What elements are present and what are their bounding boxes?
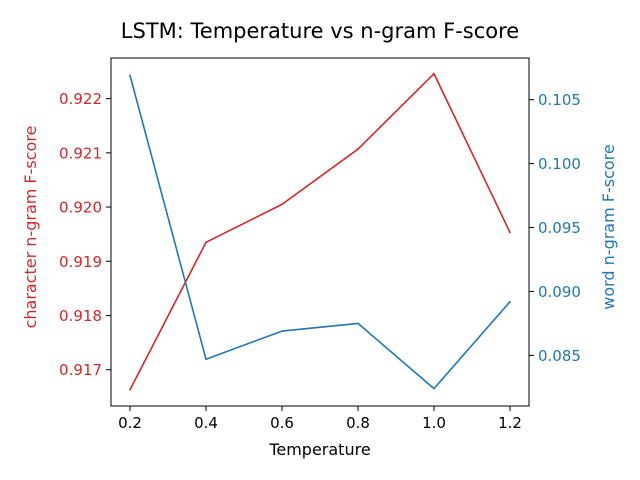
data-point-word [509,300,511,303]
x-tick-label: 0.6 [270,414,294,432]
x-tick-label: 0.2 [118,414,142,432]
data-point-word [357,322,359,325]
y-left-tick-label: 0.917 [59,361,102,379]
data-point-character [433,72,435,75]
y-axis-label-left: character n-gram F-score [21,126,40,329]
y-axis-right: 0.085 0.090 0.095 0.100 0.105 [529,91,581,365]
y-right-tick-label: 0.095 [538,219,581,237]
data-point-word [281,330,283,332]
series-line-word [129,75,511,390]
y-right-tick-label: 0.105 [538,91,581,109]
y-right-tick-label: 0.100 [538,155,581,173]
series-line-character [129,72,511,391]
plot-area [129,72,511,391]
x-axis: 0.2 0.4 0.6 0.8 1.0 1.2 [118,406,522,432]
x-tick-label: 0.4 [194,414,218,432]
y-left-tick-label: 0.922 [59,90,102,108]
y-right-tick-label: 0.090 [538,283,581,301]
x-axis-label: Temperature [268,440,370,459]
y-axis-label-right: word n-gram F-score [599,144,618,310]
y-left-tick-label: 0.918 [59,307,102,325]
data-point-character [357,148,359,150]
data-point-word [129,74,131,77]
x-tick-label: 1.2 [498,414,522,432]
y-left-tick-label: 0.920 [59,199,102,217]
data-point-character [205,241,207,244]
y-right-tick-label: 0.085 [538,347,581,365]
y-axis-left: 0.917 0.918 0.919 0.920 0.921 0.922 [59,90,111,379]
data-point-word [205,358,207,361]
x-tick-label: 0.8 [346,414,370,432]
x-tick-label: 1.0 [422,414,446,432]
y-left-tick-label: 0.921 [59,144,102,162]
plot-frame [110,57,530,407]
data-point-character [509,231,511,234]
data-point-character [281,203,283,206]
chart-title: LSTM: Temperature vs n-gram F-score [121,19,519,43]
data-point-character [129,388,131,391]
data-point-word [433,387,435,390]
y-left-tick-label: 0.919 [59,253,102,271]
